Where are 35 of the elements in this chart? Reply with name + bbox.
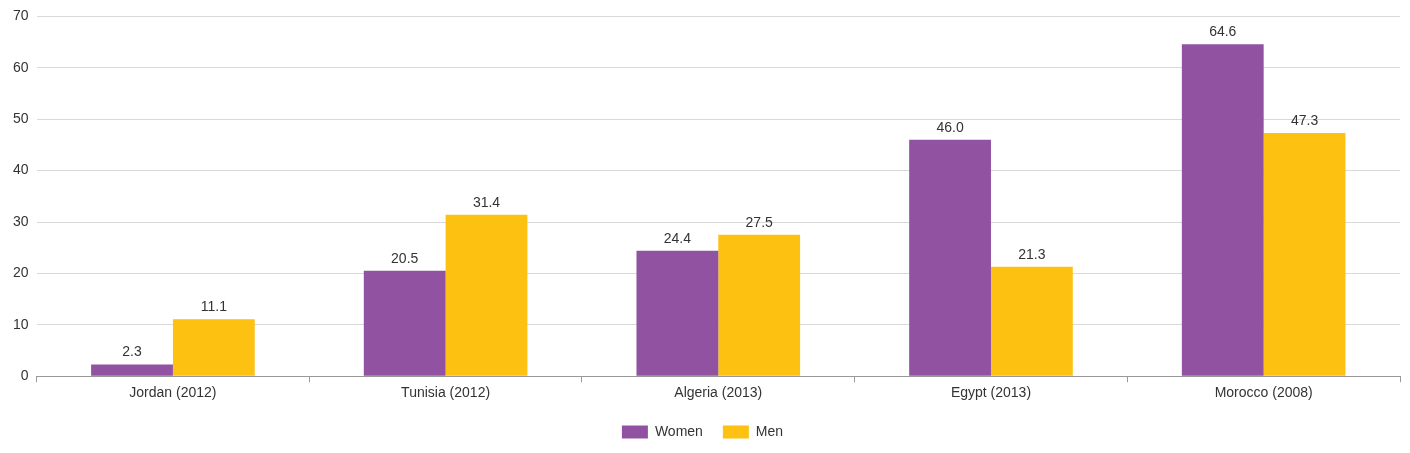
x-tick-label: Jordan (2012) xyxy=(129,384,217,401)
bar xyxy=(445,214,528,376)
x-tick-label: Algeria (2013) xyxy=(674,384,763,401)
y-tick-label: 10 xyxy=(12,315,29,332)
bar xyxy=(909,139,991,376)
data-label: 46.0 xyxy=(936,118,964,135)
bar xyxy=(172,319,255,376)
data-label: 2.3 xyxy=(122,343,142,360)
y-tick-label: 30 xyxy=(12,212,29,229)
bar xyxy=(990,266,1073,376)
data-label: 31.4 xyxy=(472,193,501,210)
data-label: 47.3 xyxy=(1290,111,1319,128)
data-label: 21.3 xyxy=(1018,245,1046,262)
bar xyxy=(363,270,446,376)
x-tick-label: Tunisia (2012) xyxy=(401,384,491,401)
bar xyxy=(1263,133,1346,376)
bar xyxy=(718,234,801,376)
legend-label: Men xyxy=(755,422,784,439)
x-tick-label: Morocco (2008) xyxy=(1214,384,1313,401)
data-label: 20.5 xyxy=(391,249,419,266)
bar xyxy=(91,364,173,376)
data-label: 64.6 xyxy=(1209,23,1237,40)
bar xyxy=(1181,44,1264,376)
x-tick-label: Egypt (2013) xyxy=(950,384,1032,401)
bar xyxy=(636,250,719,376)
data-label: 24.4 xyxy=(663,229,692,246)
y-tick-label: 20 xyxy=(12,264,29,281)
y-tick-label: 60 xyxy=(12,58,29,75)
data-label: 27.5 xyxy=(745,213,774,230)
y-tick-label: 0 xyxy=(20,367,29,384)
data-label: 11.1 xyxy=(200,298,228,315)
y-tick-label: 50 xyxy=(12,110,29,127)
legend-label: Women xyxy=(654,422,703,439)
y-tick-label: 70 xyxy=(12,7,29,24)
y-tick-label: 40 xyxy=(12,161,29,178)
